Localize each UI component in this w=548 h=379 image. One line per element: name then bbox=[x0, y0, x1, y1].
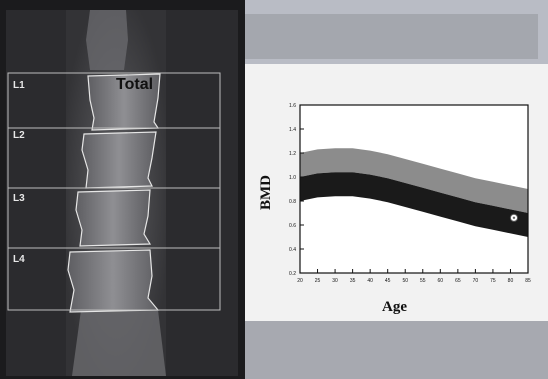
plot-frame bbox=[299, 104, 529, 274]
report-header-panel bbox=[245, 14, 538, 59]
x-tick-label: 40 bbox=[367, 278, 373, 284]
y-tick-label: 1.0 bbox=[289, 175, 296, 181]
y-tick-label: 1.4 bbox=[289, 127, 296, 133]
x-tick-label: 35 bbox=[350, 278, 356, 284]
scan-background bbox=[6, 10, 238, 376]
x-tick-label: 45 bbox=[385, 278, 391, 284]
x-tick-label: 30 bbox=[332, 278, 338, 284]
report-footer-panel bbox=[245, 321, 548, 379]
vertebra-label-l1: L1 bbox=[13, 80, 25, 91]
region-boxes bbox=[7, 72, 221, 311]
vertebra-outlines bbox=[67, 73, 161, 313]
vertebra-label-l4: L4 bbox=[13, 254, 25, 265]
vertebra-label-l3: L3 bbox=[13, 193, 25, 204]
x-tick-label: 65 bbox=[455, 278, 461, 284]
vertebra-label-l2: L2 bbox=[13, 130, 25, 141]
x-tick-label: 20 bbox=[297, 278, 303, 284]
x-tick-label: 85 bbox=[525, 278, 531, 284]
y-tick-label: 0.6 bbox=[289, 223, 296, 229]
reference-band-2 bbox=[300, 172, 528, 237]
x-tick-label: 25 bbox=[315, 278, 321, 284]
x-tick-label: 55 bbox=[420, 278, 426, 284]
x-tick-label: 80 bbox=[508, 278, 514, 284]
y-tick-label: 0.2 bbox=[289, 271, 296, 277]
y-tick-label: 1.6 bbox=[289, 103, 296, 109]
reference-band-1 bbox=[300, 148, 528, 213]
x-tick-label: 50 bbox=[402, 278, 408, 284]
chart-title: Total bbox=[116, 76, 154, 93]
y-tick-label: 0.4 bbox=[289, 247, 296, 253]
spine-scan-image: L1 L2 L3 L4 bbox=[0, 0, 245, 379]
x-tick-label: 75 bbox=[490, 278, 496, 284]
patient-point-center bbox=[512, 216, 516, 219]
y-tick-label: 0.8 bbox=[289, 199, 296, 205]
y-tick-label: 1.2 bbox=[289, 151, 296, 157]
x-axis-label: Age bbox=[382, 299, 407, 315]
x-tick-label: 70 bbox=[473, 278, 479, 284]
spine-drawing bbox=[7, 10, 221, 376]
x-tick-label: 60 bbox=[438, 278, 444, 284]
